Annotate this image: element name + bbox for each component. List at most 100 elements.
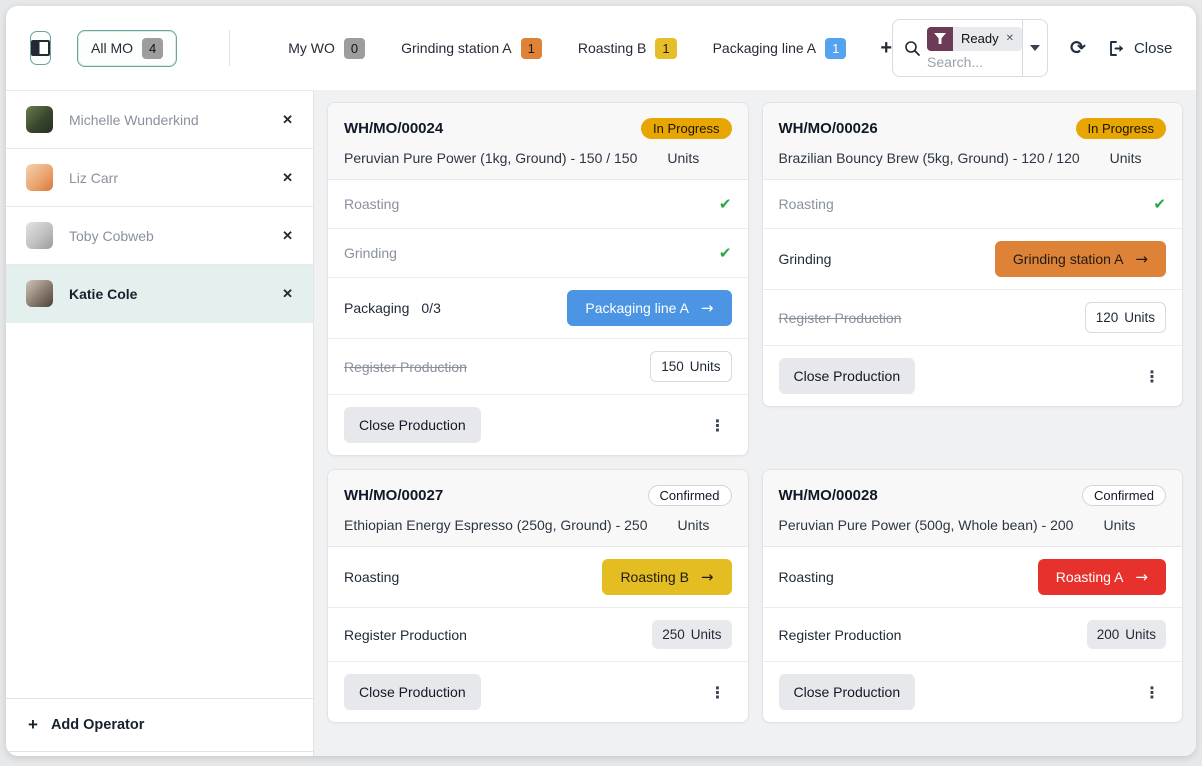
status-badge: Confirmed: [647, 485, 732, 506]
sidebar-toggle-button[interactable]: [30, 31, 51, 65]
mo-reference: WH/MO/00026: [778, 120, 878, 137]
facet-remove-icon[interactable]: ✕: [1005, 33, 1015, 44]
remove-operator-button[interactable]: ✕: [282, 285, 293, 301]
workorder-progress: 0/3: [421, 300, 441, 316]
app-window: All MO 4 My WO 0 Grinding station A 1 Ro…: [6, 6, 1196, 756]
tab-packaging-line-a[interactable]: Packaging line A 1: [709, 31, 851, 66]
workorder-name: Roasting: [778, 569, 834, 585]
units-button[interactable]: 200 Units: [1086, 620, 1166, 649]
kebab-menu-button[interactable]: ⋮: [704, 416, 732, 435]
arrow-right-icon: →: [700, 568, 714, 586]
operator-row-katie[interactable]: Katie Cole ✕: [6, 265, 313, 323]
uom-label: Units: [677, 517, 710, 533]
mo-card-00027: WH/MO/00027 Confirmed Ethiopian Energy E…: [327, 469, 749, 723]
exit-icon: [1109, 40, 1123, 56]
workorder-row-roasting[interactable]: Roasting Roasting A →: [762, 547, 1182, 608]
workorder-row-roasting[interactable]: Roasting Roasting B →: [328, 547, 748, 608]
register-production-row[interactable]: Register Production 200 Units: [762, 608, 1182, 662]
close-production-button[interactable]: Close Production: [778, 674, 916, 710]
workorder-row-grinding[interactable]: Grinding ✔: [328, 229, 748, 278]
remove-operator-button[interactable]: ✕: [282, 111, 293, 127]
card-footer: Close Production ⋮: [763, 662, 1183, 722]
workstation-button[interactable]: Roasting B →: [602, 559, 732, 595]
mo-reference: WH/MO/00027: [344, 487, 444, 504]
arrow-right-icon: →: [700, 299, 714, 317]
kebab-icon: ⋮: [709, 682, 726, 702]
units-uom: Units: [690, 627, 722, 642]
kebab-icon: ⋮: [1144, 366, 1160, 386]
kebab-menu-button[interactable]: ⋮: [1138, 683, 1166, 702]
card-footer: Close Production ⋮: [328, 395, 748, 455]
card-header[interactable]: WH/MO/00028 Confirmed Peruvian Pure Powe…: [762, 470, 1182, 547]
kebab-icon: ⋮: [1144, 682, 1160, 702]
workorder-row-roasting[interactable]: Roasting ✔: [762, 180, 1182, 229]
kebab-menu-button[interactable]: ⋮: [1138, 367, 1166, 386]
operator-name: Liz Carr: [69, 169, 119, 186]
workorder-row-grinding[interactable]: Grinding Grinding station A →: [762, 229, 1182, 290]
operator-list: Michelle Wunderkind ✕ Liz Carr ✕ Toby Co…: [6, 90, 313, 323]
register-production-row[interactable]: Register Production 120 Units: [762, 290, 1182, 346]
close-production-button[interactable]: Close Production: [778, 358, 916, 394]
search-input[interactable]: [927, 53, 1023, 70]
units-qty: 200: [1096, 627, 1120, 642]
workstation-label: Roasting B: [620, 569, 689, 585]
workstation-label: Roasting A: [1055, 569, 1124, 585]
add-operator-button[interactable]: + Add Operator: [6, 698, 313, 752]
status-badge: Confirmed: [1082, 485, 1166, 506]
card-header[interactable]: WH/MO/00027 Confirmed Ethiopian Energy E…: [328, 470, 748, 547]
register-production-label: Register Production: [778, 309, 902, 326]
arrow-right-icon: →: [1135, 568, 1148, 586]
operator-row-liz[interactable]: Liz Carr ✕: [6, 149, 313, 207]
operator-sidebar: Michelle Wunderkind ✕ Liz Carr ✕ Toby Co…: [6, 90, 314, 756]
close-production-button[interactable]: Close Production: [344, 674, 481, 710]
tab-label: Roasting B: [577, 40, 647, 56]
topbar: All MO 4 My WO 0 Grinding station A 1 Ro…: [6, 6, 1196, 90]
workorder-name: Roasting: [778, 196, 834, 212]
units-qty: 250: [662, 627, 685, 642]
register-production-row[interactable]: Register Production 150 Units: [328, 339, 748, 395]
register-production-label: Register Production: [344, 626, 467, 643]
avatar: [26, 106, 53, 133]
kebab-icon: ⋮: [709, 415, 726, 435]
workstation-button[interactable]: Roasting A →: [1037, 559, 1166, 595]
operator-row-toby[interactable]: Toby Cobweb ✕: [6, 207, 313, 265]
remove-operator-button[interactable]: ✕: [282, 227, 293, 243]
workstation-button[interactable]: Grinding station A →: [994, 241, 1166, 277]
uom-label: Units: [667, 150, 700, 166]
search-bar[interactable]: Ready ✕: [892, 19, 1049, 77]
mo-card-00028: WH/MO/00028 Confirmed Peruvian Pure Powe…: [761, 469, 1183, 723]
tab-my-wo[interactable]: My WO 0: [284, 31, 369, 66]
register-production-label: Register Production: [344, 358, 467, 375]
search-dropdown-toggle[interactable]: [1022, 20, 1047, 76]
card-header[interactable]: WH/MO/00024 In Progress Peruvian Pure Po…: [328, 103, 748, 180]
close-production-button[interactable]: Close Production: [344, 407, 481, 443]
app-body: Michelle Wunderkind ✕ Liz Carr ✕ Toby Co…: [6, 90, 1196, 756]
tab-count-badge: 1: [655, 37, 677, 59]
register-production-row[interactable]: Register Production 250 Units: [328, 608, 748, 662]
units-button[interactable]: 150 Units: [650, 351, 732, 382]
card-footer: Close Production ⋮: [763, 346, 1183, 406]
workorder-row-roasting[interactable]: Roasting ✔: [328, 180, 748, 229]
close-session-button[interactable]: Close: [1108, 40, 1172, 57]
tab-label: All MO: [91, 40, 133, 56]
remove-operator-button[interactable]: ✕: [282, 169, 293, 185]
kebab-menu-button[interactable]: ⋮: [704, 683, 732, 702]
tab-all-mo[interactable]: All MO 4: [77, 29, 178, 67]
refresh-button[interactable]: ⟳: [1070, 37, 1086, 59]
card-header[interactable]: WH/MO/00026 In Progress Brazilian Bouncy…: [762, 103, 1182, 180]
tab-grinding-station-a[interactable]: Grinding station A 1: [397, 31, 546, 66]
workorder-row-packaging[interactable]: Packaging 0/3 Packaging line A →: [328, 278, 748, 339]
units-button[interactable]: 120 Units: [1084, 302, 1166, 333]
filter-facet[interactable]: Ready ✕: [927, 26, 1023, 51]
units-button[interactable]: 250 Units: [652, 620, 732, 649]
uom-label: Units: [1109, 150, 1142, 166]
tab-count-badge: 1: [825, 37, 847, 59]
workstation-button[interactable]: Packaging line A →: [567, 290, 732, 326]
new-tab-button[interactable]: +: [880, 38, 892, 58]
operator-row-michelle[interactable]: Michelle Wunderkind ✕: [6, 91, 313, 149]
workorder-name: Packaging: [344, 300, 410, 316]
tab-roasting-b[interactable]: Roasting B 1: [574, 31, 681, 66]
workorder-name: Grinding: [778, 251, 832, 267]
units-qty: 150: [661, 359, 684, 374]
